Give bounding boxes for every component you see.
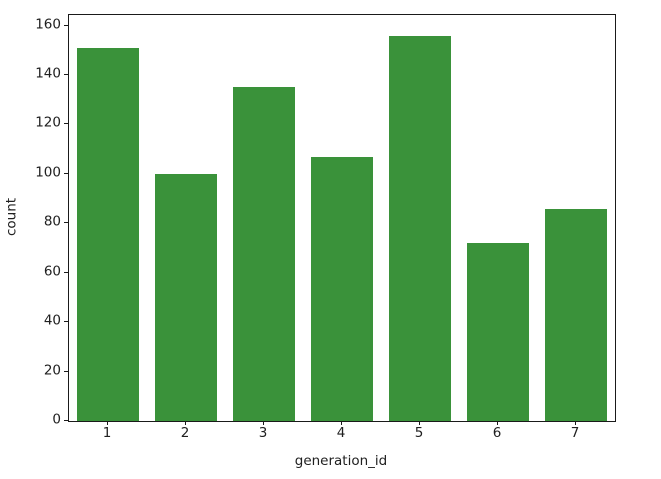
- x-tick-mark-4: [341, 421, 342, 425]
- bar-generation-6: [466, 243, 530, 421]
- y-tick-mark-160: [64, 24, 68, 26]
- x-axis-label: generation_id: [294, 453, 388, 469]
- plot-area: [68, 14, 616, 422]
- x-tick-mark-1: [107, 421, 108, 425]
- y-tick-label-160: 160: [35, 15, 61, 32]
- y-tick-label-80: 80: [43, 213, 61, 230]
- bar-generation-5: [388, 35, 452, 421]
- y-tick-mark-60: [64, 271, 68, 273]
- y-tick-mark-40: [64, 321, 68, 323]
- y-axis-label: count: [3, 197, 20, 237]
- x-tick-mark-7: [575, 421, 576, 425]
- y-tick-label-40: 40: [43, 312, 61, 329]
- y-tick-label-140: 140: [35, 65, 61, 82]
- y-tick-mark-0: [64, 420, 68, 421]
- x-tick-label-3: 3: [258, 425, 268, 441]
- x-tick-label-2: 2: [180, 425, 190, 441]
- y-tick-mark-20: [64, 370, 68, 372]
- x-tick-label-7: 7: [570, 425, 580, 441]
- x-tick-mark-6: [497, 421, 498, 425]
- y-tick-mark-140: [64, 74, 68, 76]
- x-tick-label-1: 1: [102, 425, 112, 441]
- x-tick-label-4: 4: [336, 425, 346, 441]
- bar-generation-7: [544, 208, 608, 421]
- bar-generation-3: [232, 87, 296, 421]
- x-tick-mark-5: [419, 421, 420, 425]
- y-tick-label-0: 0: [52, 411, 61, 428]
- y-tick-label-20: 20: [43, 361, 61, 378]
- x-tick-label-5: 5: [414, 425, 424, 441]
- y-tick-mark-120: [64, 123, 68, 125]
- y-tick-mark-80: [64, 222, 68, 224]
- y-tick-label-100: 100: [35, 164, 61, 181]
- y-tick-label-120: 120: [35, 114, 61, 131]
- y-tick-mark-100: [64, 172, 68, 174]
- bar-generation-2: [154, 173, 218, 421]
- x-tick-label-6: 6: [492, 425, 502, 441]
- x-tick-mark-2: [185, 421, 186, 425]
- bar-generation-4: [310, 156, 374, 421]
- y-tick-label-60: 60: [43, 262, 61, 279]
- bar-generation-1: [76, 47, 140, 421]
- x-tick-mark-3: [263, 421, 264, 425]
